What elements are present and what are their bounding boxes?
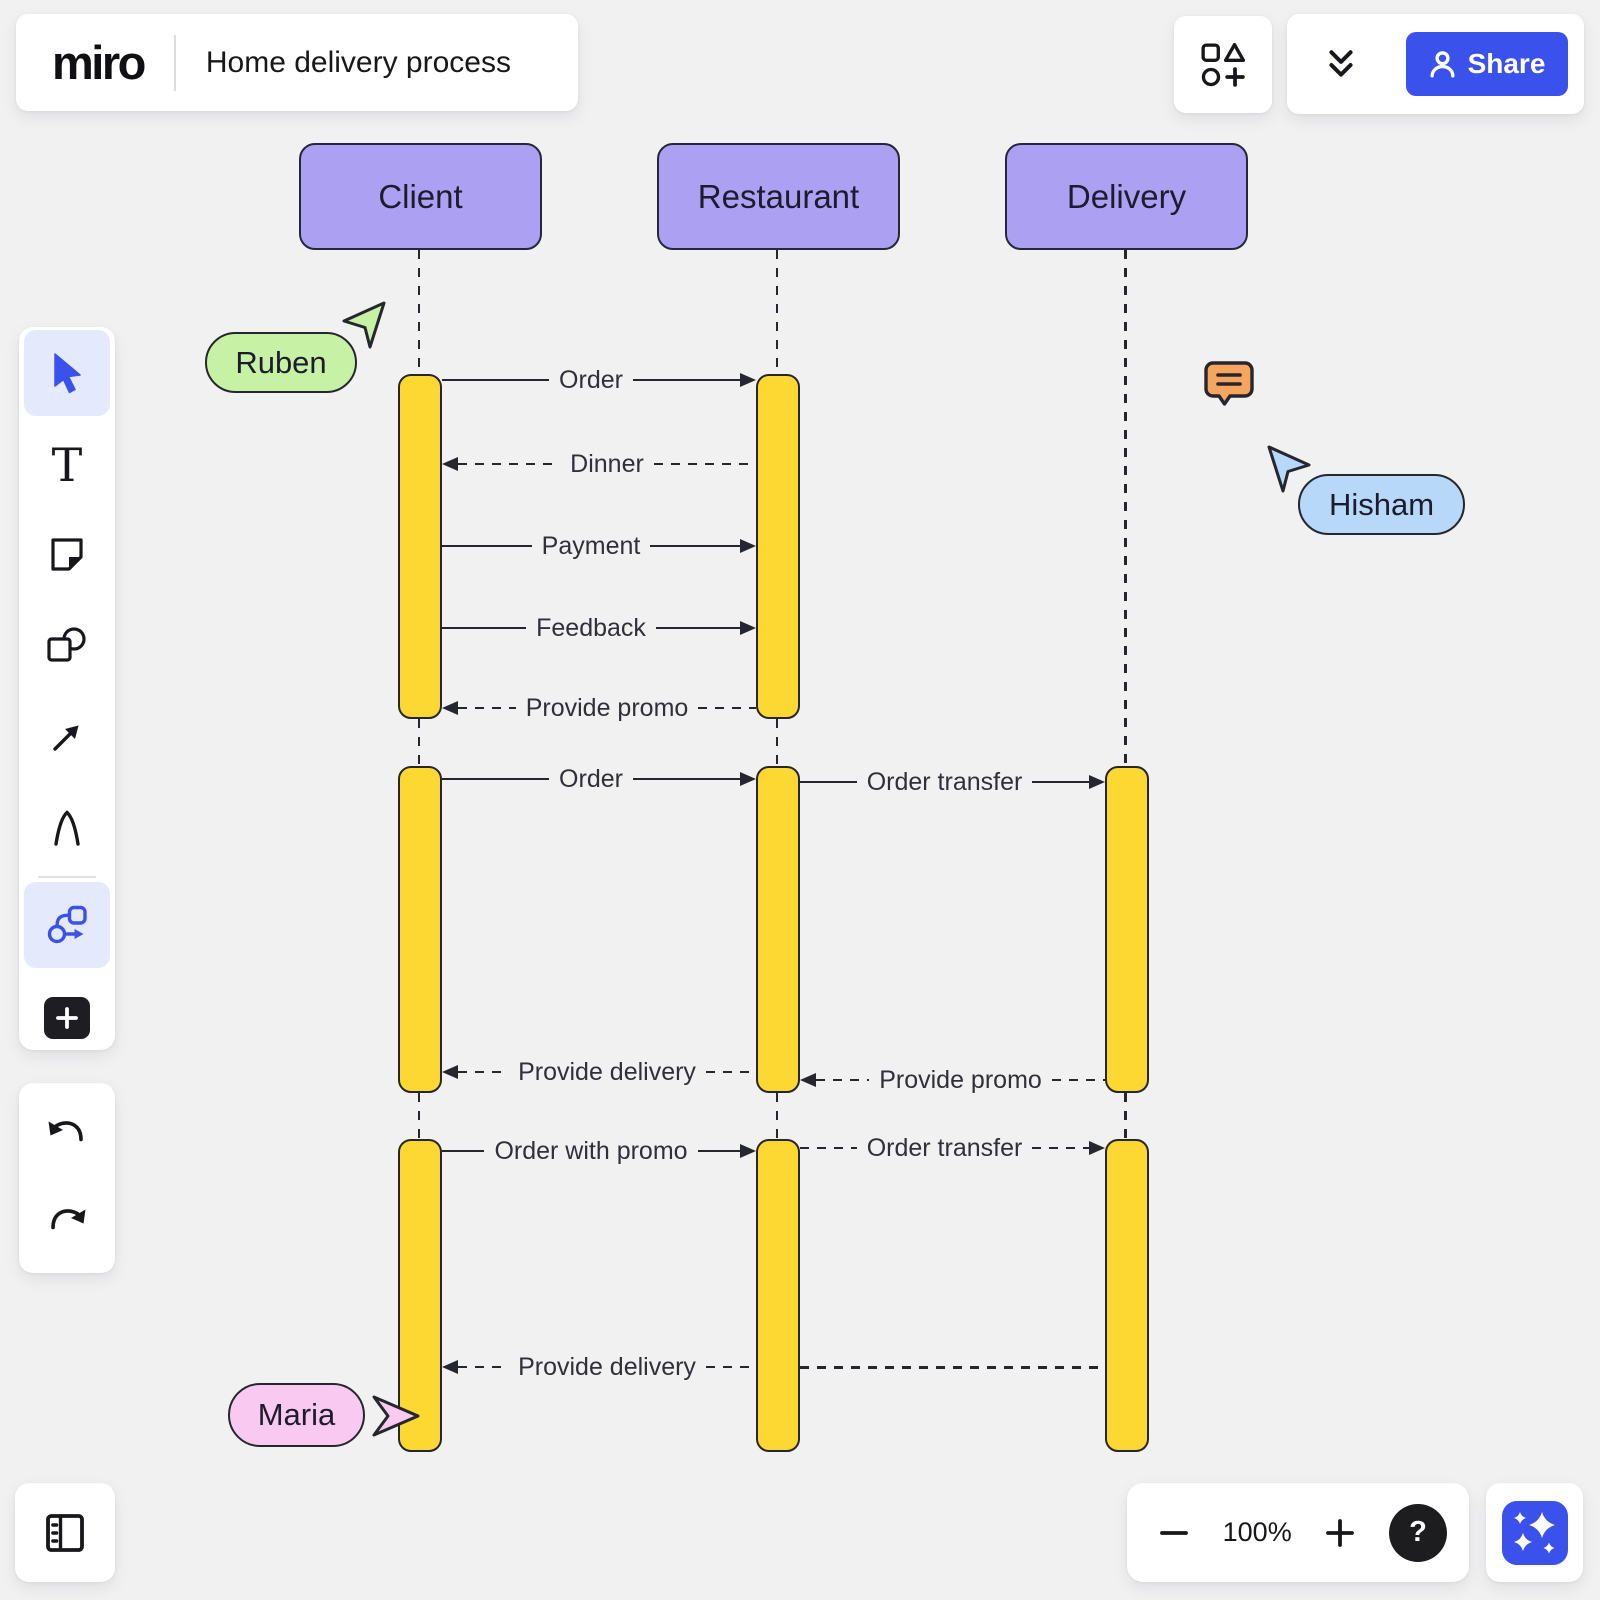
history-toolbar: [19, 1083, 115, 1273]
arrowhead-left-icon: [442, 457, 458, 471]
shapes-apps-icon: [1200, 42, 1246, 88]
message-provide-promo[interactable]: Provide promo: [442, 693, 757, 723]
select-tool-button[interactable]: [24, 330, 110, 416]
diagramming-icon: [45, 903, 89, 947]
board-title[interactable]: Home delivery process: [205, 45, 511, 79]
activation-bar-restaurant[interactable]: [756, 1139, 800, 1452]
connection-line-tool-button[interactable]: [24, 694, 110, 780]
message-feedback[interactable]: Feedback: [442, 613, 757, 643]
activation-bar-client[interactable]: [398, 374, 442, 719]
message-provide-delivery[interactable]: Provide delivery: [442, 1057, 757, 1087]
message-provide-promo[interactable]: Provide promo: [800, 1065, 1106, 1095]
collaborator-pill-hisham: Hisham: [1298, 474, 1465, 535]
message-payment[interactable]: Payment: [442, 531, 757, 561]
arrow-line-icon: [48, 718, 86, 756]
comment-marker[interactable]: [1203, 360, 1255, 408]
redo-icon: [47, 1206, 87, 1238]
message-dinner[interactable]: Dinner: [442, 449, 756, 479]
miro-logo[interactable]: miro: [52, 36, 146, 89]
arrowhead-right-icon: [1089, 775, 1106, 789]
arrowhead-right-icon: [740, 539, 757, 553]
activation-bar-client[interactable]: [398, 1139, 442, 1452]
text-tool-icon: T: [51, 438, 83, 492]
arrowhead-right-icon: [1089, 1141, 1106, 1155]
ai-assist-card: [1486, 1483, 1583, 1582]
arrowhead-right-icon: [740, 772, 756, 786]
actor-delivery[interactable]: Delivery: [1005, 143, 1248, 250]
creation-toolbar: T: [19, 327, 115, 1050]
diagramming-tool-button[interactable]: [24, 882, 110, 968]
message-order-with-promo[interactable]: Order with promo: [442, 1136, 756, 1166]
cursor-select-icon: [49, 352, 85, 394]
collaborator-cursor-maria-icon: [372, 1395, 420, 1437]
ai-assist-button[interactable]: [1501, 1500, 1568, 1565]
activation-bar-delivery[interactable]: [1105, 766, 1149, 1093]
arrowhead-left-icon: [442, 1065, 458, 1079]
message-order[interactable]: Order: [442, 365, 756, 395]
header-divider: [173, 34, 176, 91]
lifeline-client: [417, 250, 420, 374]
message-order-transfer[interactable]: Order transfer: [800, 767, 1106, 797]
toolbar-divider: [38, 876, 96, 878]
message-order[interactable]: Order: [442, 764, 756, 794]
share-card: Share: [1287, 14, 1584, 114]
shapes-icon: [46, 626, 88, 664]
collaborator-pill-maria: Maria: [228, 1383, 365, 1447]
plus-icon: [44, 997, 90, 1039]
arrowhead-right-icon: [740, 621, 757, 635]
zoom-level[interactable]: 100%: [1222, 1517, 1292, 1547]
actor-restaurant[interactable]: Restaurant: [657, 143, 900, 250]
collaborator-pill-ruben: Ruben: [205, 332, 357, 393]
activation-bar-restaurant[interactable]: [756, 374, 800, 719]
add-more-tools-button[interactable]: [24, 975, 110, 1061]
message-provide-delivery[interactable]: Provide delivery: [442, 1352, 757, 1382]
activation-bar-delivery[interactable]: [1105, 1139, 1149, 1452]
lifeline-restaurant: [775, 250, 778, 374]
undo-icon: [47, 1118, 87, 1150]
sticky-note-icon: [47, 535, 87, 575]
collaborator-cursor-ruben-icon: [341, 300, 387, 350]
comment-bubble-icon: [1203, 360, 1255, 408]
text-tool-button[interactable]: T: [24, 422, 110, 508]
arrowhead-right-icon: [740, 373, 756, 387]
pen-icon: [49, 807, 85, 847]
zoom-in-button[interactable]: [1325, 1518, 1355, 1548]
share-button-label: Share: [1467, 48, 1546, 79]
sticky-note-tool-button[interactable]: [24, 512, 110, 598]
frames-icon: [43, 1512, 87, 1554]
activation-bar-client[interactable]: [398, 766, 442, 1093]
collapse-toolbar-button[interactable]: [1323, 47, 1359, 81]
board-header-card: miro Home delivery process: [16, 14, 578, 111]
arrowhead-left-icon: [442, 1360, 458, 1374]
collaborator-cursor-hisham-icon: [1266, 444, 1312, 494]
board-tools-button[interactable]: [1174, 16, 1272, 113]
help-button[interactable]: ?: [1388, 1503, 1447, 1562]
lifeline-delivery: [1124, 1093, 1127, 1139]
lifeline-client: [417, 1093, 420, 1139]
share-button[interactable]: Share: [1406, 32, 1568, 96]
shapes-tool-button[interactable]: [24, 602, 110, 688]
lifeline-client: [417, 719, 420, 766]
message-order-transfer[interactable]: Order transfer: [800, 1133, 1106, 1163]
actor-client[interactable]: Client: [299, 143, 542, 250]
arrowhead-left-icon: [442, 701, 458, 715]
lifeline-delivery: [1124, 250, 1127, 766]
lifeline-restaurant: [775, 1093, 778, 1139]
lifeline-restaurant: [775, 719, 778, 766]
sparkles-icon: [1509, 1507, 1561, 1559]
frames-panel-button[interactable]: [15, 1483, 115, 1582]
message-provide-delivery-continuation: [800, 1366, 1105, 1369]
redo-button[interactable]: [24, 1179, 110, 1265]
activation-bar-restaurant[interactable]: [756, 766, 800, 1093]
zoom-out-button[interactable]: [1159, 1518, 1189, 1548]
zoom-controls: 100% ?: [1127, 1483, 1469, 1582]
pen-tool-button[interactable]: [24, 784, 110, 870]
undo-button[interactable]: [24, 1091, 110, 1177]
arrowhead-right-icon: [740, 1144, 756, 1158]
person-icon: [1429, 50, 1456, 78]
arrowhead-left-icon: [800, 1073, 816, 1087]
